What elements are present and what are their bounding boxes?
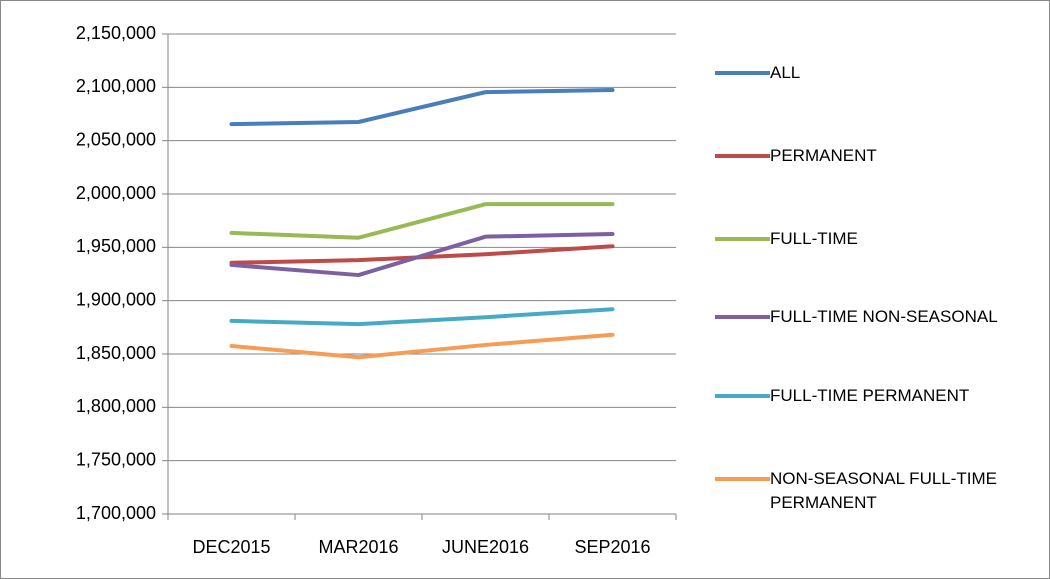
legend-swatch: [715, 71, 770, 75]
series-line: [229, 332, 615, 360]
legend-item: FULL-TIME NON-SEASONAL: [715, 306, 1032, 329]
legend-swatch: [715, 477, 770, 481]
legend-label: FULL-TIME PERMANENT: [770, 386, 970, 405]
y-tick-label: 1,800,000: [76, 396, 156, 416]
x-tick-label: DEC2015: [192, 537, 270, 557]
y-tick-label: 1,950,000: [76, 236, 156, 256]
legend-item: PERMANENT: [715, 145, 1032, 168]
legend-label: FULL-TIME NON-SEASONAL: [770, 307, 998, 326]
legend-item: FULL-TIME: [715, 228, 1032, 251]
y-tick-label: 2,050,000: [76, 129, 156, 149]
y-tick-label: 2,100,000: [76, 76, 156, 96]
legend-swatch: [715, 315, 770, 319]
x-tick-label: SEP2016: [574, 537, 650, 557]
y-tick-label: 1,850,000: [76, 343, 156, 363]
series-line: [229, 88, 615, 127]
legend-label: FULL-TIME: [770, 229, 858, 248]
legend-item: FULL-TIME PERMANENT: [715, 385, 1032, 408]
x-tick-label: JUNE2016: [442, 537, 529, 557]
series-line: [229, 232, 615, 278]
legend-swatch: [715, 154, 770, 158]
y-tick-label: 1,900,000: [76, 289, 156, 309]
legend-item: ALL: [715, 62, 1032, 85]
legend-item: NON-SEASONAL FULL-TIME PERMANENT: [715, 468, 1032, 515]
legend-label: ALL: [770, 63, 801, 82]
y-tick-label: 1,750,000: [76, 449, 156, 469]
y-tick-label: 2,150,000: [76, 23, 156, 43]
series-line: [229, 307, 615, 327]
x-tick-label: MAR2016: [318, 537, 398, 557]
legend-label: NON-SEASONAL FULL-TIME PERMANENT: [770, 469, 998, 512]
y-tick-label: 1,700,000: [76, 503, 156, 523]
legend-swatch: [715, 394, 770, 398]
series-line: [229, 202, 615, 240]
legend-label: PERMANENT: [770, 146, 877, 165]
y-tick-label: 2,000,000: [76, 183, 156, 203]
legend-swatch: [715, 237, 770, 241]
